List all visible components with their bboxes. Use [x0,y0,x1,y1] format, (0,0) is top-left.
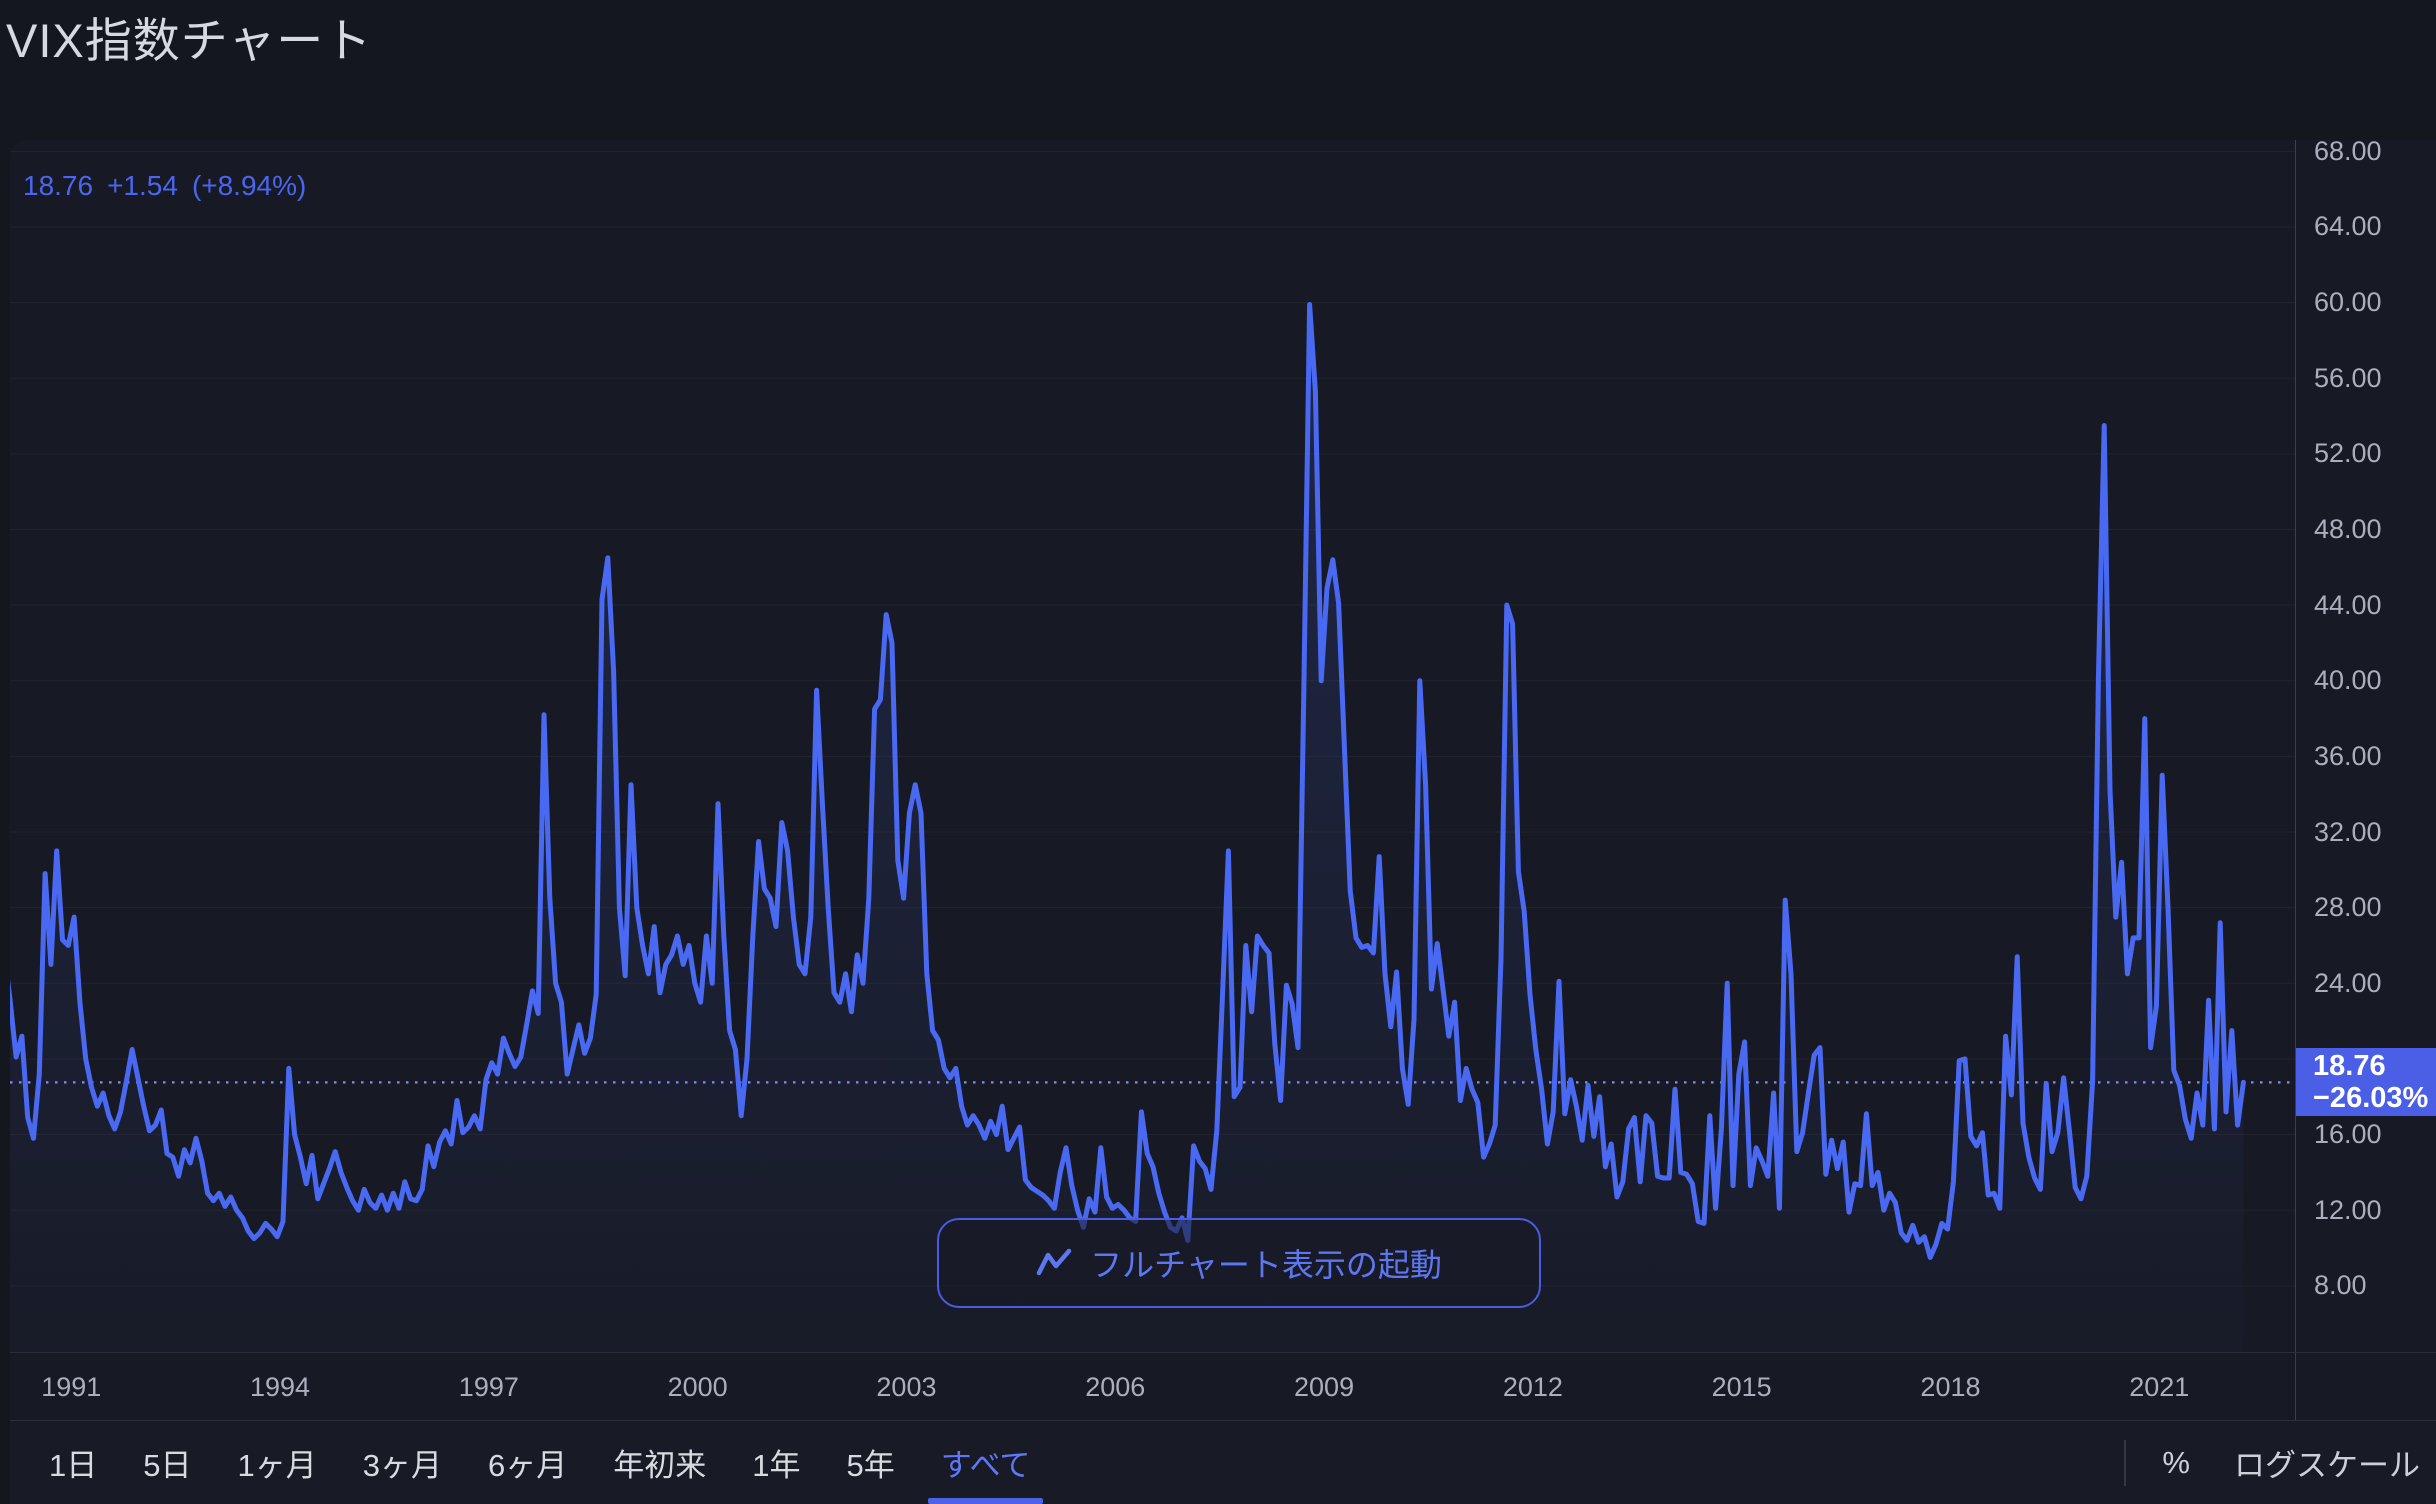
y-tick-label: 44.00 [2314,589,2382,620]
launch-full-chart-label: フルチャート表示の起動 [1090,1247,1442,1283]
log-scale-button[interactable]: ログスケール [2234,1448,2420,1483]
quote-change-pct: (+8.94%) [191,170,307,201]
range-button-すべて[interactable]: すべて [918,1421,1054,1504]
current-price-badge: 18.76 −26.03% [2296,1048,2436,1117]
price-axis[interactable]: 68.00 64.00 60.00 56.00 52.00 48.00 44.00 40.00… [2295,136,2436,1420]
x-tick-label: 2018 [1920,1372,1981,1402]
y-tick-label: 36.00 [2314,740,2382,771]
x-tick-label: 2006 [1085,1372,1146,1402]
y-tick-label: 60.00 [2314,287,2382,318]
range-button-5日[interactable]: 5日 [143,1448,192,1483]
toolbar-divider [2124,1439,2127,1486]
x-tick-label: 2021 [2129,1372,2190,1402]
range-button-5年[interactable]: 5年 [846,1448,895,1483]
range-button-1ヶ月[interactable]: 1ヶ月 [237,1448,317,1483]
launch-full-chart-button[interactable]: フルチャート表示の起動 [937,1218,1541,1308]
x-tick-label: 1994 [250,1372,311,1402]
x-tick-label: 2000 [667,1372,728,1402]
range-button-1年[interactable]: 1年 [752,1448,801,1483]
y-tick-label: 24.00 [2314,967,2382,998]
x-tick-label: 2012 [1502,1372,1563,1402]
y-tick-label: 48.00 [2314,514,2382,544]
y-tick-label: 12.00 [2314,1194,2382,1225]
current-price: 18.76 [2313,1050,2386,1083]
y-tick-label: 68.00 [2314,135,2382,166]
chart-plot[interactable]: 18.76 +1.54 (+8.94%) [10,140,2295,1352]
y-tick-label: 32.00 [2314,816,2382,847]
quote-price: 18.76 [23,170,94,201]
percent-scale-button[interactable]: % [2162,1444,2190,1480]
range-button-年初来[interactable]: 年初来 [613,1448,707,1483]
y-tick-label: 28.00 [2314,892,2382,923]
range-button-6ヶ月[interactable]: 6ヶ月 [488,1448,568,1483]
current-change-pct: −26.03% [2313,1082,2429,1115]
x-tick-label: 2009 [1294,1372,1355,1402]
chart-widget-panel: 18.76 +1.54 (+8.94%) 68.00 64.00 60.00 56.00 5… [10,136,2436,1504]
x-tick-label: 1991 [41,1372,102,1402]
x-tick-label: 2015 [1711,1372,1772,1402]
y-tick-label: 52.00 [2314,438,2382,469]
x-tick-label: 1997 [458,1372,519,1402]
range-button-3ヶ月[interactable]: 3ヶ月 [362,1448,442,1483]
line-chart-zigzag-icon [1036,1248,1072,1278]
y-tick-label: 64.00 [2314,211,2382,242]
x-tick-label: 2003 [876,1372,937,1402]
quote-line: 18.76 +1.54 (+8.94%) [23,170,320,202]
time-axis[interactable]: 1991 1994 1997 2000 2003 2006 2009 2012 2015 2018… [10,1352,2436,1421]
vix-area-chart[interactable] [10,140,2295,1352]
y-tick-label: 8.00 [2314,1270,2367,1301]
toolbar-right: % ログスケール [2124,1421,2436,1504]
range-button-1日[interactable]: 1日 [49,1448,98,1483]
y-tick-label: 56.00 [2314,362,2382,393]
range-toolbar: 1日 5日 1ヶ月 3ヶ月 6ヶ月 年初来 1年 5年 すべて % ログスケール [10,1420,2436,1504]
y-tick-label: 40.00 [2314,665,2382,696]
quote-change: +1.54 [107,170,178,201]
range-buttons: 1日 5日 1ヶ月 3ヶ月 6ヶ月 年初来 1年 5年 すべて [26,1421,1053,1504]
y-tick-label: 16.00 [2314,1119,2382,1150]
page-title: VIX指数チャート [6,14,373,67]
